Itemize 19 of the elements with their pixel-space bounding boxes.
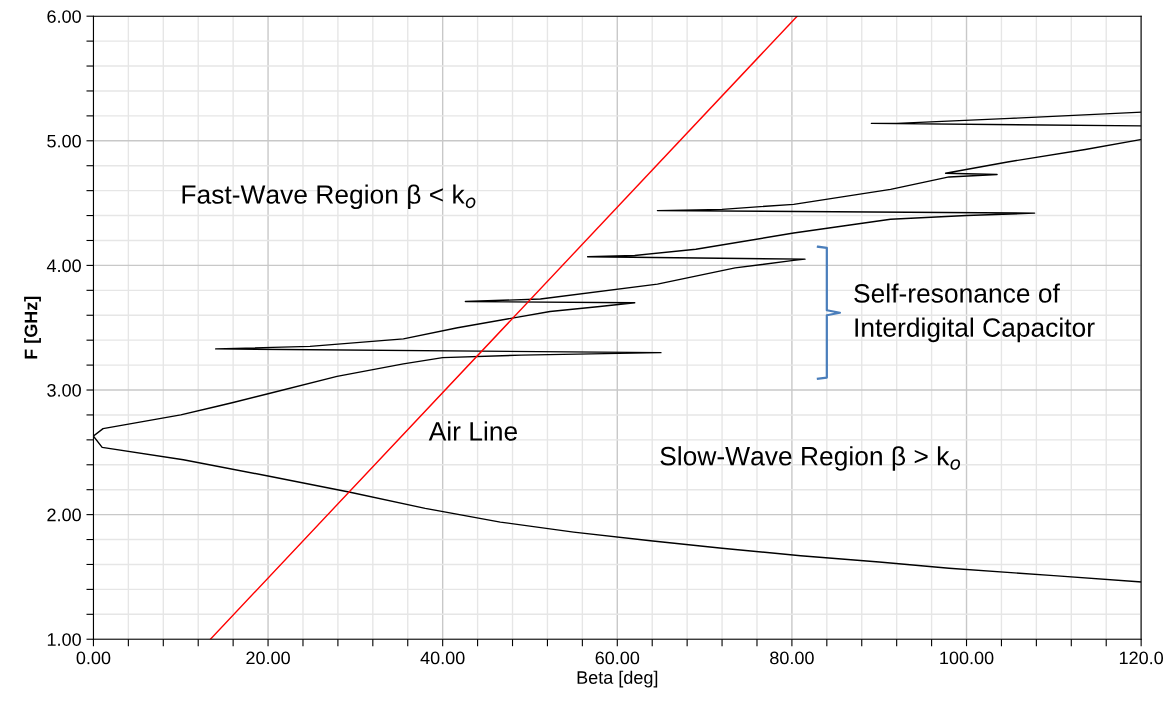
y-axis-title: F [GHz] <box>24 296 41 359</box>
x-tick-label: 20.00 <box>246 651 290 665</box>
x-tick-label: 100.00 <box>940 651 994 665</box>
x-tick-label: 40.00 <box>420 651 465 665</box>
x-tick-label: 60.00 <box>595 651 640 665</box>
y-tick-label: 1.00 <box>47 633 81 646</box>
x-tick-label: 80.00 <box>770 651 814 665</box>
y-tick-label: 4.00 <box>46 259 81 273</box>
y-tick-label: 3.00 <box>47 383 81 397</box>
y-tick-label: 6.00 <box>47 10 81 23</box>
x-tick-label: 0.00 <box>76 651 111 665</box>
y-tick-label: 5.00 <box>47 134 81 148</box>
annotation: Self-resonance of Interdigital Capacitor <box>854 283 1095 343</box>
annotation: Air Line <box>428 421 518 441</box>
x-tick-label: 120.0 <box>1119 651 1164 665</box>
annotation: Fast-Wave Region β < k$_{o}$ <box>182 184 476 210</box>
y-tick-label: 2.00 <box>47 508 81 522</box>
annotation: Slow-Wave Region β > k$_{o}$ <box>660 446 961 471</box>
x-axis-title: Beta [deg] <box>577 670 658 688</box>
